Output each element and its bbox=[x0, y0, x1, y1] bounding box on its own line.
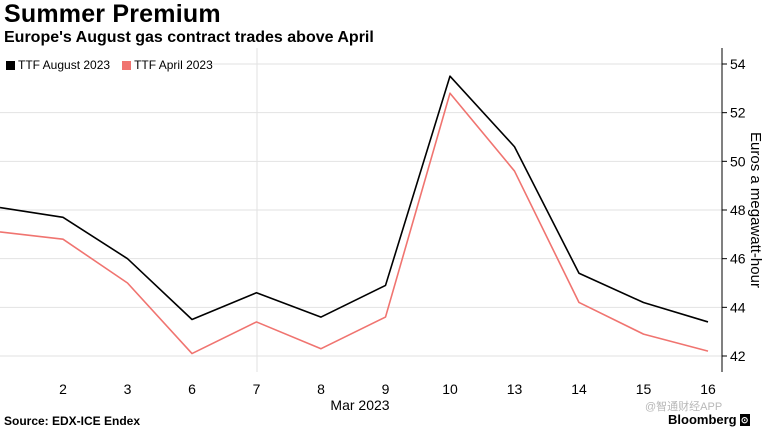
legend-item-august: TTF August 2023 bbox=[6, 58, 110, 72]
y-tick-label: 48 bbox=[730, 202, 746, 218]
x-axis-title: Mar 2023 bbox=[330, 397, 389, 413]
series-line-august bbox=[0, 75, 709, 323]
chart-title: Summer Premium bbox=[4, 0, 221, 28]
x-tick-label: 8 bbox=[317, 381, 325, 397]
y-tick-label: 54 bbox=[730, 56, 746, 72]
x-tick-label: 16 bbox=[700, 381, 716, 397]
legend-label-april: TTF April 2023 bbox=[134, 58, 213, 72]
x-tick-label: 10 bbox=[442, 381, 458, 397]
chart-subtitle: Europe's August gas contract trades abov… bbox=[4, 29, 374, 46]
x-tick-label: 15 bbox=[636, 381, 652, 397]
source-note: Source: EDX-ICE Endex bbox=[4, 414, 141, 428]
x-tick-label: 6 bbox=[188, 381, 196, 397]
y-tick-label: 44 bbox=[730, 299, 746, 315]
y-tick-label: 42 bbox=[730, 348, 746, 364]
y-axis-title: Euros a megawatt-hour bbox=[747, 132, 764, 288]
brand-name: Bloomberg bbox=[668, 412, 737, 427]
watermark: @智通财经APP bbox=[645, 401, 723, 413]
legend-item-april: TTF April 2023 bbox=[122, 58, 213, 72]
y-tick-label: 46 bbox=[730, 251, 746, 267]
y-tick-label: 52 bbox=[730, 105, 746, 121]
x-tick-label: 13 bbox=[507, 381, 523, 397]
bloomberg-logo: Bloomberg ⊙ bbox=[668, 412, 750, 427]
x-tick-label: 9 bbox=[382, 381, 390, 397]
y-tick-label: 50 bbox=[730, 153, 746, 169]
legend-label-august: TTF August 2023 bbox=[18, 58, 111, 72]
x-tick-label: 14 bbox=[571, 381, 587, 397]
legend: TTF August 2023 TTF April 2023 bbox=[0, 54, 213, 76]
bloomberg-mark-icon: ⊙ bbox=[739, 413, 750, 426]
series-line-april bbox=[0, 92, 709, 355]
x-tick-label: 3 bbox=[124, 381, 132, 397]
legend-swatch-april bbox=[122, 60, 132, 70]
x-tick-label: 2 bbox=[59, 381, 67, 397]
x-tick-label: 7 bbox=[253, 381, 261, 397]
legend-swatch-august bbox=[6, 60, 15, 70]
